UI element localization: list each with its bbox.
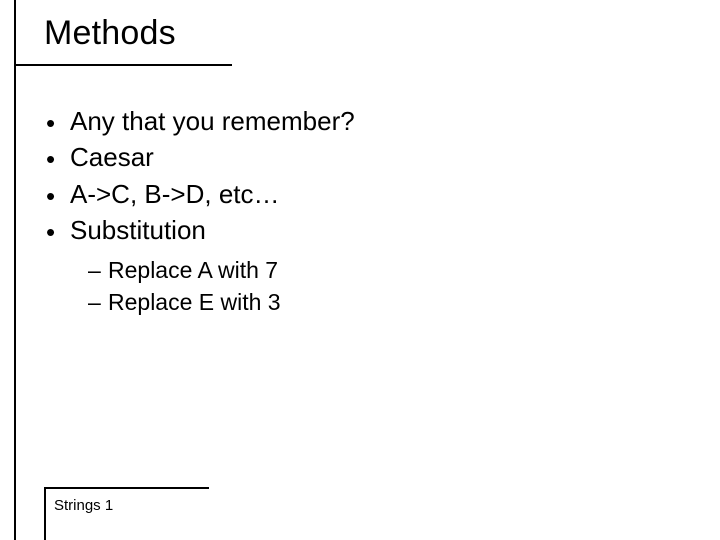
footer-vertical-line — [44, 487, 46, 540]
title-container: Methods — [14, 0, 176, 63]
sub-bullet-item: – Replace A with 7 — [46, 255, 686, 287]
bullet-text: Any that you remember? — [70, 104, 355, 138]
body-content: • Any that you remember? • Caesar • A->C… — [46, 104, 686, 319]
outer-vertical-line — [14, 0, 16, 540]
bullet-item: • Substitution — [46, 213, 686, 249]
footer-label: Strings 1 — [54, 497, 113, 514]
bullet-dot-icon: • — [46, 177, 70, 213]
slide: Methods • Any that you remember? • Caesa… — [0, 0, 720, 540]
bullet-item: • A->C, B->D, etc… — [46, 177, 686, 213]
bullet-text: A->C, B->D, etc… — [70, 177, 280, 211]
dash-icon: – — [88, 255, 108, 287]
bullet-text: Caesar — [70, 140, 154, 174]
slide-title: Methods — [44, 14, 176, 53]
bullet-text: Substitution — [70, 213, 206, 247]
sub-bullet-list: – Replace A with 7 – Replace E with 3 — [46, 255, 686, 318]
dash-icon: – — [88, 287, 108, 319]
sub-bullet-text: Replace A with 7 — [108, 255, 278, 287]
footer-horizontal-line — [44, 487, 209, 489]
bullet-dot-icon: • — [46, 140, 70, 176]
sub-bullet-text: Replace E with 3 — [108, 287, 281, 319]
bullet-dot-icon: • — [46, 104, 70, 140]
bullet-item: • Caesar — [46, 140, 686, 176]
title-underline — [14, 64, 232, 66]
bullet-dot-icon: • — [46, 213, 70, 249]
bullet-item: • Any that you remember? — [46, 104, 686, 140]
sub-bullet-item: – Replace E with 3 — [46, 287, 686, 319]
